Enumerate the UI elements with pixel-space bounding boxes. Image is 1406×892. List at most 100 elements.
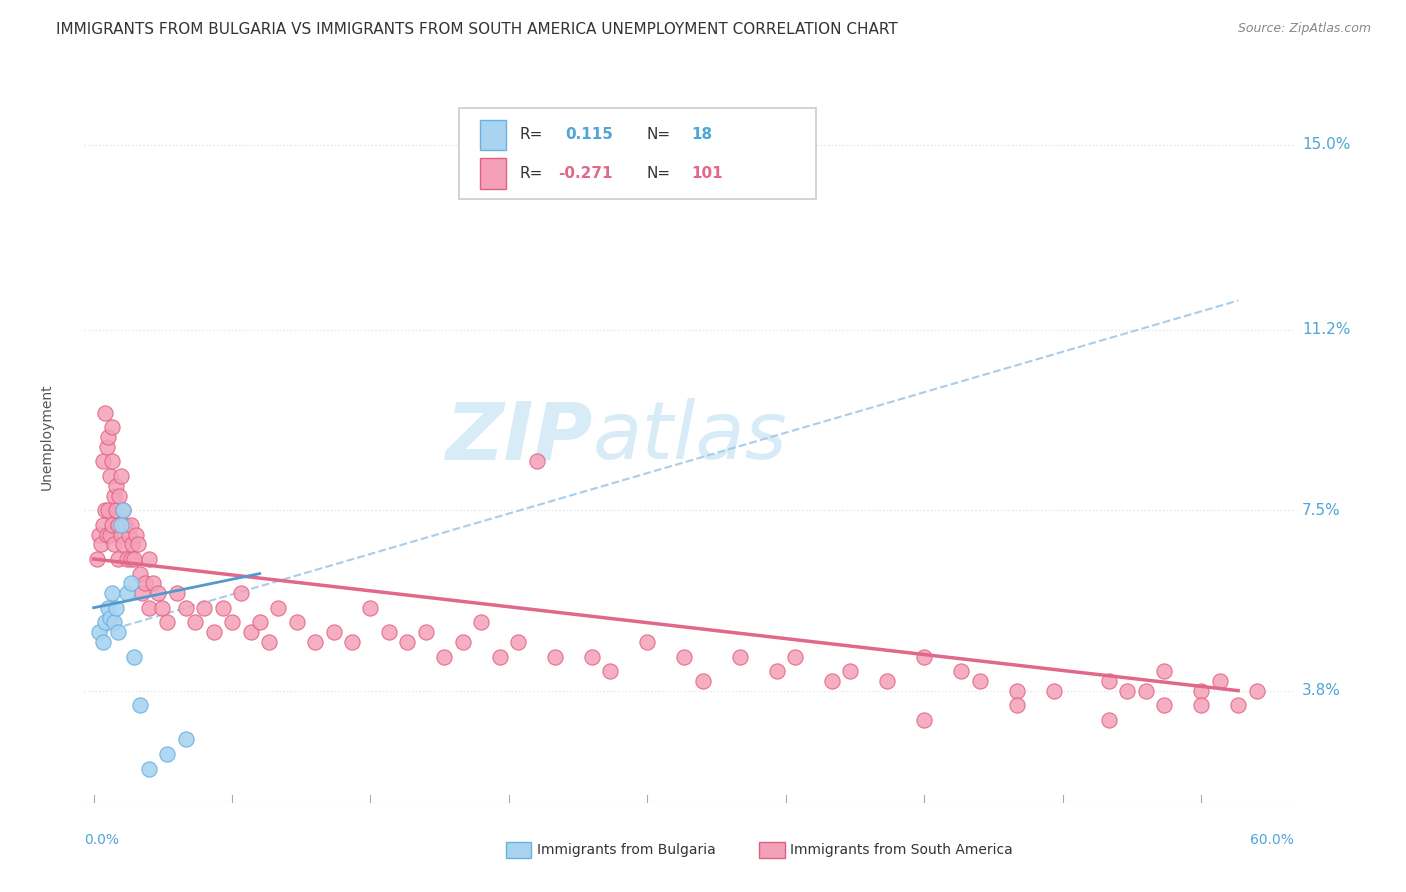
Text: 0.0%: 0.0%: [84, 833, 120, 847]
Point: [120, 552, 142, 566]
Point: [526, 454, 548, 468]
Point: [103, 615, 125, 630]
Point: [112, 503, 135, 517]
Point: [115, 586, 138, 600]
Text: N=: N=: [647, 166, 671, 181]
Point: [174, 600, 197, 615]
Point: [103, 489, 125, 503]
Point: [692, 673, 714, 688]
Point: [107, 517, 129, 532]
Point: [184, 615, 207, 630]
Point: [257, 635, 280, 649]
Point: [142, 576, 165, 591]
Text: -0.271: -0.271: [558, 166, 613, 181]
Point: [97, 600, 120, 615]
Point: [1116, 683, 1139, 698]
FancyBboxPatch shape: [479, 120, 506, 151]
Text: atlas: atlas: [592, 398, 787, 476]
Point: [1042, 683, 1064, 698]
Text: Source: ZipAtlas.com: Source: ZipAtlas.com: [1237, 22, 1371, 36]
Point: [508, 635, 530, 649]
Point: [91, 517, 114, 532]
Point: [148, 586, 170, 600]
Point: [488, 649, 510, 664]
Point: [93, 406, 115, 420]
Point: [912, 713, 935, 727]
Y-axis label: Unemployment: Unemployment: [41, 384, 53, 491]
Point: [1208, 673, 1230, 688]
Point: [202, 625, 225, 640]
Point: [110, 469, 132, 483]
Point: [599, 664, 621, 678]
Point: [340, 635, 363, 649]
Point: [451, 635, 474, 649]
Point: [969, 673, 991, 688]
Point: [1227, 698, 1250, 713]
Point: [470, 615, 492, 630]
Point: [193, 600, 215, 615]
Point: [98, 527, 121, 541]
Point: [673, 649, 696, 664]
Text: ZIP: ZIP: [444, 398, 592, 476]
Point: [1153, 664, 1175, 678]
Point: [1189, 683, 1212, 698]
Point: [221, 615, 243, 630]
Point: [101, 586, 124, 600]
Point: [138, 762, 160, 776]
Point: [118, 527, 141, 541]
Point: [90, 537, 112, 551]
Point: [125, 527, 148, 541]
Text: 18: 18: [692, 128, 713, 143]
Point: [96, 440, 118, 454]
Point: [104, 503, 127, 517]
Point: [765, 664, 787, 678]
Point: [415, 625, 437, 640]
Point: [1098, 713, 1121, 727]
Point: [121, 537, 143, 551]
Point: [96, 527, 118, 541]
Point: [97, 430, 120, 444]
Point: [285, 615, 308, 630]
Point: [150, 600, 173, 615]
Point: [839, 664, 862, 678]
Point: [101, 517, 124, 532]
Point: [110, 517, 132, 532]
Point: [912, 649, 935, 664]
Point: [120, 576, 142, 591]
Point: [211, 600, 233, 615]
Point: [166, 586, 188, 600]
Point: [101, 420, 124, 434]
Point: [98, 469, 121, 483]
Point: [821, 673, 844, 688]
Point: [174, 732, 197, 747]
Text: Immigrants from South America: Immigrants from South America: [790, 843, 1012, 857]
Point: [128, 698, 150, 713]
Point: [304, 635, 326, 649]
Point: [544, 649, 567, 664]
Point: [581, 649, 603, 664]
Point: [1098, 673, 1121, 688]
Text: Immigrants from Bulgaria: Immigrants from Bulgaria: [537, 843, 716, 857]
FancyBboxPatch shape: [479, 159, 506, 189]
Point: [138, 600, 160, 615]
Point: [91, 635, 114, 649]
Point: [950, 664, 973, 678]
Text: N=: N=: [647, 128, 671, 143]
Text: 7.5%: 7.5%: [1302, 503, 1340, 517]
Point: [127, 537, 149, 551]
Point: [108, 489, 131, 503]
Point: [122, 552, 145, 566]
Point: [114, 517, 136, 532]
Text: R=: R=: [520, 128, 543, 143]
Point: [1005, 683, 1028, 698]
Point: [138, 552, 160, 566]
Point: [86, 552, 108, 566]
Point: [360, 600, 382, 615]
Point: [134, 576, 156, 591]
Point: [97, 503, 120, 517]
Text: 11.2%: 11.2%: [1302, 322, 1350, 337]
Point: [433, 649, 456, 664]
Point: [131, 586, 153, 600]
Point: [876, 673, 898, 688]
Point: [107, 552, 129, 566]
